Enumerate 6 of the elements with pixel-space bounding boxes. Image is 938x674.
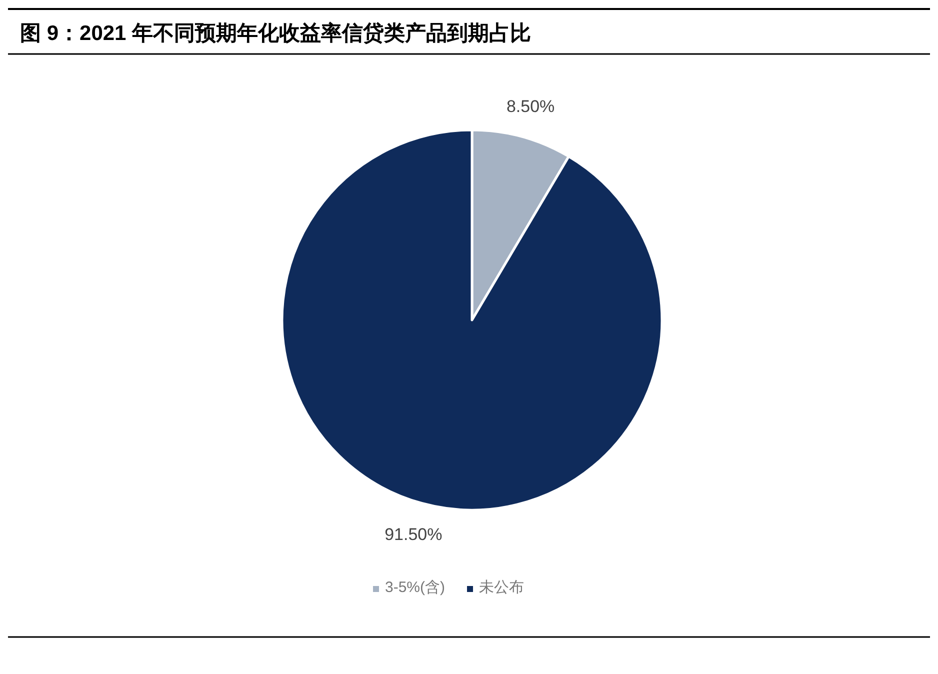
legend-label: 3-5%(含) (385, 579, 446, 596)
data-label: 91.50% (384, 525, 442, 544)
legend-label: 未公布 (479, 579, 524, 596)
data-label: 8.50% (506, 96, 555, 116)
pie-slice (280, 128, 664, 511)
chart-title: 图 9：2021 年不同预期年化收益率信贷类产品到期占比 (20, 21, 532, 45)
